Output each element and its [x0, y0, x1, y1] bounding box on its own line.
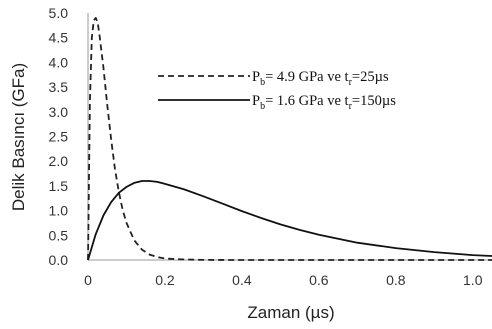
y-tick-labels: 0.0 0.5 1.0 1.5 2.0 2.5 3.0 3.5 4.0 4.5 5.0 [49, 5, 69, 268]
legend-label-series-2: Pb= 1.6 GPa ve tr=150µs [252, 93, 396, 112]
x-tick-label: 0.6 [309, 272, 329, 288]
y-tick-label: 5.0 [49, 5, 69, 21]
y-tick-label: 2.5 [49, 129, 69, 145]
legend-label-series-1: Pb= 4.9 GPa ve tr=25µs [252, 69, 389, 88]
series-line-1 [87, 16, 492, 261]
y-tick-label: 3.0 [49, 104, 69, 120]
y-tick-label: 1.5 [49, 178, 69, 194]
y-axis-title: Delik Basıncı (GFa) [9, 63, 28, 211]
y-tick-label: 2.0 [49, 153, 69, 169]
x-axis-title: Zaman (µs) [247, 303, 334, 322]
x-tick-label: 0 [84, 272, 92, 288]
legend: Pb= 4.9 GPa ve tr=25µs Pb= 1.6 GPa ve tr… [158, 69, 396, 112]
y-tick-label: 0.5 [49, 227, 69, 243]
y-tick-label: 4.5 [49, 30, 69, 46]
x-tick-label: 0.2 [155, 272, 175, 288]
y-tick-label: 0.0 [49, 252, 69, 268]
x-tick-label: 1.0 [463, 272, 483, 288]
x-tick-label: 0.8 [386, 272, 406, 288]
series-line-2 [87, 180, 492, 261]
series-lines [87, 16, 492, 261]
y-tick-label: 3.5 [49, 79, 69, 95]
y-tick-label: 1.0 [49, 203, 69, 219]
x-tick-labels: 0 0.2 0.4 0.6 0.8 1.0 [84, 272, 483, 288]
x-tick-label: 0.4 [232, 272, 252, 288]
y-tick-label: 4.0 [49, 54, 69, 70]
